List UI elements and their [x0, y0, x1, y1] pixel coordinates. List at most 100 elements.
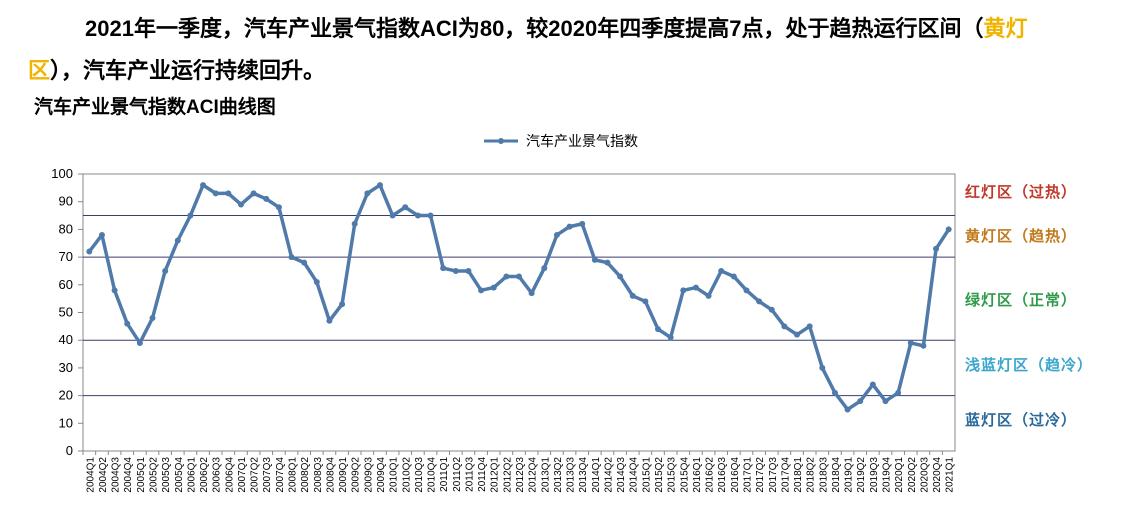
x-tick-label: 2004Q4: [123, 457, 134, 493]
data-point: [667, 334, 674, 341]
chart-subtitle: 汽车产业景气指数ACI曲线图: [34, 97, 276, 118]
data-point: [756, 298, 763, 305]
data-line: [87, 183, 951, 412]
headline-text: 2021年一季度，汽车产业景气指数ACI为80，较2020年四季度提高7点，处于…: [85, 16, 984, 41]
y-tick-label: 90: [59, 194, 73, 209]
data-point: [857, 398, 864, 405]
x-tick-label: 2015Q4: [679, 457, 690, 493]
x-tick-label: 2021Q1: [945, 457, 956, 493]
x-tick-label: 2010Q1: [389, 457, 400, 493]
x-tick-label: 2008Q2: [300, 457, 311, 493]
data-point: [680, 287, 687, 294]
x-tick-label: 2014Q2: [603, 457, 614, 493]
headline: 2021年一季度，汽车产业景气指数ACI为80，较2020年四季度提高7点，处于…: [28, 8, 1038, 92]
y-tick-label: 70: [59, 249, 73, 264]
data-point: [275, 204, 282, 211]
y-tick-label: 30: [59, 360, 73, 375]
data-point: [452, 267, 459, 274]
x-tick-label: 2015Q1: [641, 457, 652, 493]
x-tick-label: 2018Q3: [818, 457, 829, 493]
x-tick-label: 2019Q2: [856, 457, 867, 493]
data-point: [806, 323, 813, 330]
data-point: [882, 398, 889, 405]
data-point: [591, 256, 598, 263]
x-tick-label: 2006Q2: [199, 457, 210, 493]
data-point: [98, 231, 105, 238]
x-tick-label: 2016Q1: [692, 457, 703, 493]
data-point: [301, 259, 308, 266]
y-tick-label: 80: [59, 221, 73, 236]
data-point: [364, 190, 371, 197]
x-tick-label: 2005Q4: [174, 457, 185, 493]
data-point: [440, 265, 447, 272]
x-tick-label: 2012Q3: [515, 457, 526, 493]
x-tick-label: 2008Q4: [325, 457, 336, 493]
data-point: [869, 381, 876, 388]
x-tick-label: 2016Q4: [730, 457, 741, 493]
data-point: [427, 212, 434, 219]
x-tick-label: 2018Q4: [831, 457, 842, 493]
x-tick-label: 2010Q2: [401, 457, 412, 493]
data-point: [225, 190, 232, 197]
x-tick-label: 2015Q2: [654, 457, 665, 493]
x-tick-label: 2012Q1: [490, 457, 501, 493]
x-tick-label: 2020Q2: [907, 457, 918, 493]
headline-highlight: 黄灯区: [28, 16, 1028, 83]
x-tick-label: 2006Q1: [186, 457, 197, 493]
data-point: [781, 323, 788, 330]
data-point: [162, 267, 169, 274]
data-point: [250, 190, 257, 197]
data-point: [907, 339, 914, 346]
data-point: [768, 306, 775, 313]
data-point: [326, 317, 333, 324]
x-tick-label: 2014Q4: [629, 457, 640, 493]
data-point: [465, 267, 472, 274]
x-tick-label: 2006Q4: [224, 457, 235, 493]
x-tick-label: 2009Q3: [363, 457, 374, 493]
x-tick-label: 2017Q3: [768, 457, 779, 493]
data-point: [490, 284, 497, 291]
data-point: [895, 389, 902, 396]
x-tick-label: 2020Q3: [919, 457, 930, 493]
data-point: [237, 201, 244, 208]
x-tick-label: 2011Q3: [464, 457, 475, 492]
data-point: [617, 273, 624, 280]
data-point: [819, 364, 826, 371]
x-tick-label: 2005Q2: [149, 457, 160, 493]
data-point: [187, 212, 194, 219]
y-tick-label: 50: [59, 305, 73, 320]
legend-label: 汽车产业景气指数: [526, 133, 638, 149]
data-point: [629, 292, 636, 299]
x-tick-label: 2010Q4: [427, 457, 438, 493]
data-point: [541, 265, 548, 272]
data-point: [111, 287, 118, 294]
data-point: [933, 245, 940, 252]
y-tick-label: 40: [59, 332, 73, 347]
x-tick-label: 2015Q3: [667, 457, 678, 493]
x-tick-label: 2007Q1: [237, 457, 248, 493]
data-point: [313, 279, 320, 286]
data-point: [288, 254, 295, 261]
data-point: [730, 273, 737, 280]
x-tick-label: 2013Q3: [566, 457, 577, 493]
x-tick-label: 2007Q2: [250, 457, 261, 493]
x-tick-label: 2018Q1: [793, 457, 804, 493]
data-point: [376, 182, 383, 189]
zone-label: 红灯区（过热）: [965, 183, 1077, 201]
x-tick-label: 2011Q1: [439, 457, 450, 492]
x-tick-label: 2019Q4: [881, 457, 892, 493]
y-tick-label: 100: [51, 166, 73, 181]
data-point: [705, 292, 712, 299]
zone-label: 蓝灯区（过冷）: [965, 411, 1077, 429]
data-point: [351, 220, 358, 227]
data-point: [718, 267, 725, 274]
x-tick-label: 2009Q4: [376, 457, 387, 493]
data-point: [920, 342, 927, 349]
legend-marker: [498, 138, 504, 144]
data-point: [844, 406, 851, 413]
x-tick-label: 2012Q2: [502, 457, 513, 493]
data-point: [339, 301, 346, 308]
x-tick-label: 2009Q1: [338, 457, 349, 493]
zone-label: 黄灯区（趋热）: [965, 227, 1077, 245]
x-tick-label: 2016Q3: [717, 457, 728, 493]
